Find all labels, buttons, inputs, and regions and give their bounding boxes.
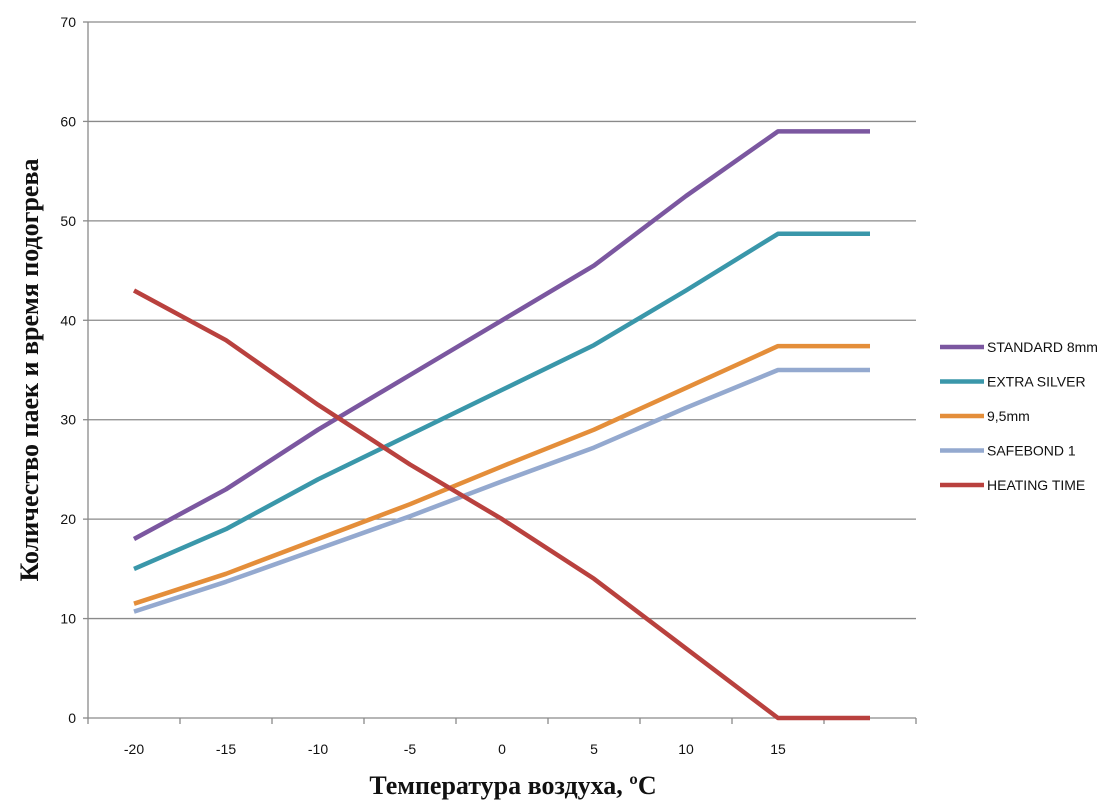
y-tick-label-20: 20 — [60, 511, 76, 527]
y-axis-title: Количество паек и время подогрева — [15, 158, 44, 581]
series-line-standard-8mm — [134, 131, 870, 539]
series-line-safebond-1 — [134, 370, 870, 612]
x-tick-label-0: 0 — [498, 741, 506, 757]
legend: STANDARD 8mm EXTRA SILVER 9,5mm SAFEBOND 1 H… — [940, 339, 1098, 493]
y-tick-label-70: 70 — [60, 14, 76, 30]
legend-label-heating-time: HEATING TIME — [987, 477, 1085, 493]
x-tick-label--5: -5 — [404, 741, 417, 757]
x-tick-label--10: -10 — [308, 741, 328, 757]
legend-label-safebond-1: SAFEBOND 1 — [987, 443, 1076, 459]
x-tick-label-10: 10 — [678, 741, 694, 757]
axes: 0 10 20 30 40 50 60 70 -20 -15 -10 -5 0 5 10 15 — [60, 14, 916, 757]
x-tick-label-5: 5 — [590, 741, 598, 757]
x-tick-label--20: -20 — [124, 741, 144, 757]
y-tick-label-10: 10 — [60, 611, 76, 627]
x-tick-label--15: -15 — [216, 741, 236, 757]
legend-label-extra-silver: EXTRA SILVER — [987, 374, 1086, 390]
x-tick-label-15: 15 — [770, 741, 786, 757]
legend-label-standard-8mm: STANDARD 8mm — [987, 339, 1098, 355]
y-tick-label-30: 30 — [60, 412, 76, 428]
x-axis-title: Температура воздуха, ºС — [369, 771, 656, 800]
y-tick-label-0: 0 — [68, 710, 76, 726]
series-lines — [134, 131, 870, 718]
y-tick-label-60: 60 — [60, 113, 76, 129]
y-tick-label-40: 40 — [60, 312, 76, 328]
y-tick-label-50: 50 — [60, 213, 76, 229]
legend-label-9-5mm: 9,5mm — [987, 408, 1030, 424]
